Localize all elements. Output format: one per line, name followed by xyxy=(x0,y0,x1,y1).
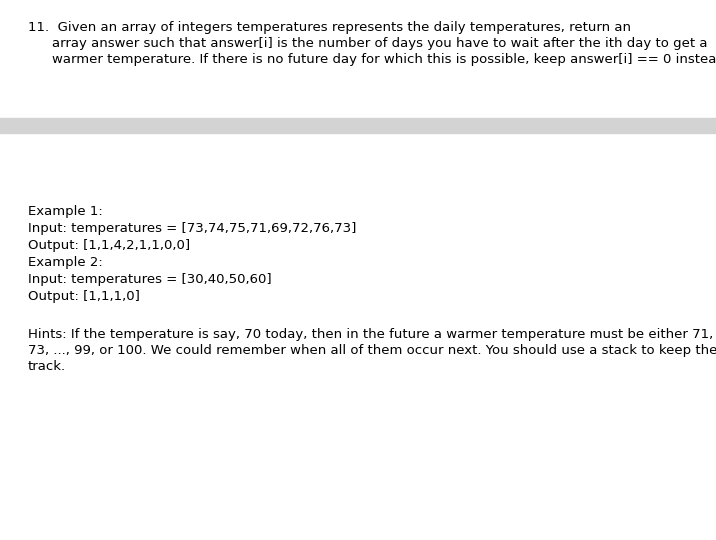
Text: array answer such that answer[i] is the number of days you have to wait after th: array answer such that answer[i] is the … xyxy=(52,37,707,50)
Bar xyxy=(0,118,716,133)
Text: Hints: If the temperature is say, 70 today, then in the future a warmer temperat: Hints: If the temperature is say, 70 tod… xyxy=(28,328,716,341)
Text: Output: [1,1,4,2,1,1,0,0]: Output: [1,1,4,2,1,1,0,0] xyxy=(28,239,190,252)
Text: warmer temperature. If there is no future day for which this is possible, keep a: warmer temperature. If there is no futur… xyxy=(52,53,716,66)
Text: Input: temperatures = [73,74,75,71,69,72,76,73]: Input: temperatures = [73,74,75,71,69,72… xyxy=(28,222,357,235)
Text: Example 1:: Example 1: xyxy=(28,205,103,218)
Text: 73, ..., 99, or 100. We could remember when all of them occur next. You should u: 73, ..., 99, or 100. We could remember w… xyxy=(28,344,716,357)
Text: track.: track. xyxy=(28,360,66,373)
Text: Output: [1,1,1,0]: Output: [1,1,1,0] xyxy=(28,290,140,303)
Text: Example 2:: Example 2: xyxy=(28,256,103,269)
Text: 11.  Given an array of integers temperatures represents the daily temperatures, : 11. Given an array of integers temperatu… xyxy=(28,21,631,34)
Text: Input: temperatures = [30,40,50,60]: Input: temperatures = [30,40,50,60] xyxy=(28,273,271,286)
